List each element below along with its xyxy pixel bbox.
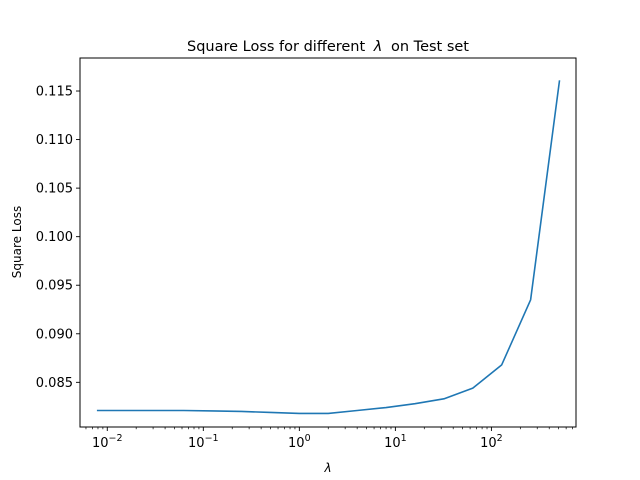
x-axis-label: λ: [323, 461, 331, 475]
series-line-0: [96, 80, 561, 415]
y-tick-label: 0.100: [36, 230, 73, 245]
x-tick-exponent: −2: [109, 433, 123, 444]
y-axis-ticks: 0.085 0.090 0.095 0.100 0.105 0.110 0.115: [36, 85, 80, 391]
x-tick-exponent: 0: [305, 433, 311, 444]
chart-title-main: Square Loss for different: [187, 39, 366, 55]
y-tick-label: 0.090: [36, 327, 73, 342]
x-tick-label: 100: [288, 433, 311, 451]
plot-area: [96, 80, 561, 415]
chart-title-symbol: λ: [373, 39, 383, 55]
chart-title-rest: on Test set: [391, 39, 469, 55]
x-tick-base: 10: [384, 436, 401, 451]
x-tick-base: 10: [288, 436, 305, 451]
y-tick-label: 0.085: [36, 376, 73, 391]
x-tick-label: 10−2: [92, 433, 123, 451]
y-tick-label: 0.105: [36, 182, 73, 197]
y-tick-label: 0.095: [36, 279, 73, 294]
x-tick-label: 102: [480, 433, 503, 451]
x-tick-base: 10: [480, 436, 497, 451]
x-tick-exponent: −1: [205, 433, 219, 444]
y-tick-label: 0.110: [36, 133, 73, 148]
x-tick-base: 10: [92, 436, 109, 451]
x-tick-base: 10: [188, 436, 205, 451]
x-tick-label: 10−1: [188, 433, 219, 451]
y-axis-label: Square Loss: [10, 206, 24, 278]
plot-frame: [79, 57, 577, 428]
x-tick-exponent: 1: [401, 433, 407, 444]
x-tick-label: 101: [384, 433, 407, 451]
x-tick-exponent: 2: [497, 433, 503, 444]
chart-title: Square Loss for different λ on Test set: [187, 39, 469, 55]
x-axis-ticks: 10−2 10−1 100 101 102: [85, 427, 573, 451]
y-tick-label: 0.115: [36, 85, 73, 100]
